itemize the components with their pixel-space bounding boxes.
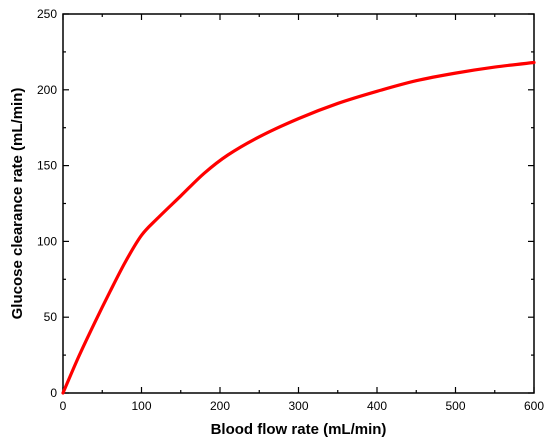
x-tick-label: 0	[60, 399, 67, 413]
x-axis-title: Blood flow rate (mL/min)	[211, 421, 387, 438]
series-layer	[61, 60, 536, 395]
x-tick-label: 400	[367, 399, 387, 413]
y-axis-ticks: 0 50 100 150 200 250	[37, 7, 534, 400]
y-tick-label: 200	[37, 83, 57, 97]
y-tick-label: 50	[44, 310, 58, 324]
y-tick-label: 0	[50, 386, 57, 400]
x-tick-label: 200	[210, 399, 230, 413]
x-tick-label: 500	[445, 399, 465, 413]
y-tick-label: 250	[37, 7, 57, 21]
x-tick-label: 100	[131, 399, 151, 413]
x-tick-label: 300	[288, 399, 308, 413]
x-tick-label: 600	[524, 399, 544, 413]
y-axis-title: Glucose clearance rate (mL/min)	[9, 88, 26, 320]
y-tick-label: 150	[37, 159, 57, 173]
x-axis-ticks: 0 100 200 300 400 500 600	[60, 14, 544, 413]
series-line	[61, 60, 536, 395]
y-tick-label: 100	[37, 234, 57, 248]
